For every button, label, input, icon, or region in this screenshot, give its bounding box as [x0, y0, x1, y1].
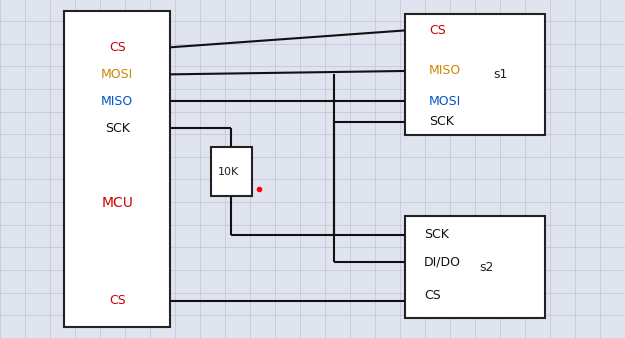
Text: MOSI: MOSI [101, 68, 133, 81]
Text: SCK: SCK [424, 228, 449, 241]
Text: MISO: MISO [429, 65, 461, 77]
Bar [405, 14, 545, 135]
Text: DI/DO: DI/DO [424, 256, 461, 268]
Bar [405, 216, 545, 318]
Text: SCK: SCK [105, 122, 129, 135]
Text: MISO: MISO [101, 95, 133, 108]
Text: CS: CS [424, 289, 441, 302]
Text: s2: s2 [479, 261, 494, 273]
Text: SCK: SCK [429, 115, 454, 128]
Text: MOSI: MOSI [429, 95, 461, 108]
Bar [211, 147, 252, 196]
Text: 10K: 10K [217, 167, 239, 176]
Text: MCU: MCU [101, 196, 133, 210]
Bar [64, 11, 170, 327]
Text: CS: CS [109, 41, 126, 54]
Text: CS: CS [429, 24, 446, 37]
Text: CS: CS [109, 294, 126, 307]
Text: s1: s1 [493, 68, 508, 81]
